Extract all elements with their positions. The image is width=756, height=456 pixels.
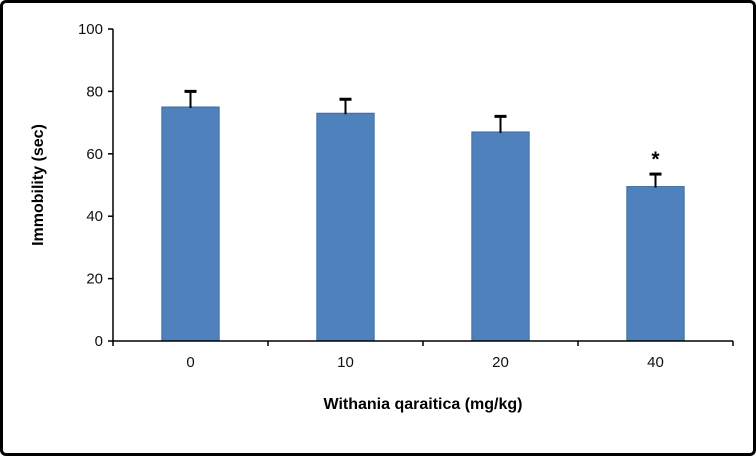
- significance-asterisk: *: [651, 148, 660, 171]
- x-axis-title: Withania qaraitica (mg/kg): [324, 396, 523, 413]
- bar: [471, 131, 530, 342]
- x-tick-label: 40: [647, 354, 664, 371]
- bar: [316, 112, 375, 342]
- bar-chart: 0 20 40 60 80 100 0 10 20 40 * Withania qaraitica (…: [30, 21, 734, 413]
- y-tick-label: 80: [86, 83, 103, 100]
- bar: [626, 186, 685, 342]
- y-tick-label: 60: [86, 146, 103, 163]
- x-tick-label: 10: [337, 354, 354, 371]
- y-axis-title: Immobility (sec): [30, 124, 47, 246]
- x-tick-label: 20: [492, 354, 509, 371]
- y-tick-label: 40: [86, 208, 103, 225]
- y-tick-label: 0: [95, 333, 103, 350]
- y-tick-label: 100: [78, 21, 103, 38]
- y-tick-label: 20: [86, 271, 103, 288]
- x-tick-label: 0: [186, 354, 194, 371]
- bar: [161, 106, 220, 342]
